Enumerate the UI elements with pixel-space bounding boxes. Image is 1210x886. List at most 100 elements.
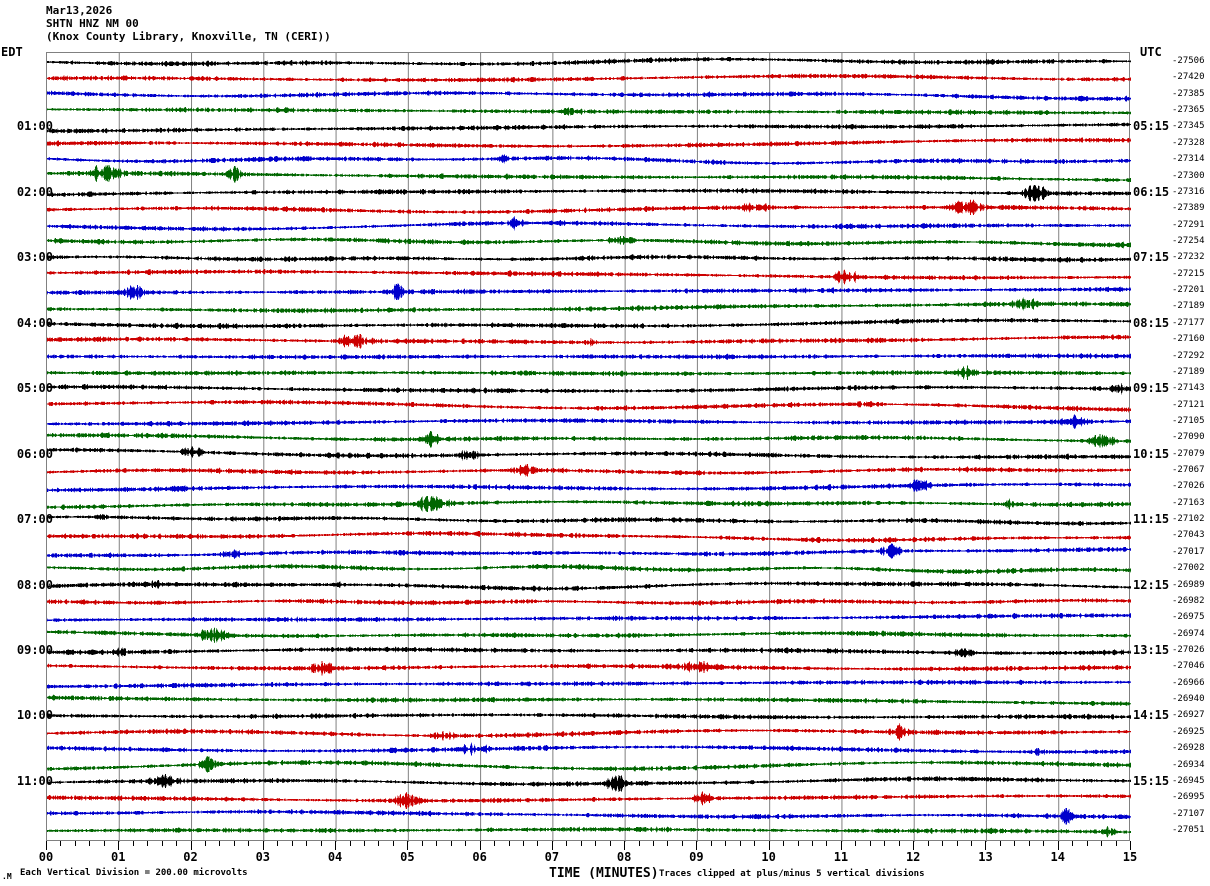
- right-time-label: 12:15: [1133, 577, 1170, 592]
- x-axis-tick-label: 08: [616, 850, 632, 864]
- x-axis-minor-tick: [161, 841, 163, 846]
- x-axis-minor-tick: [725, 841, 727, 846]
- trace-scale-value: -27300: [1172, 170, 1205, 181]
- trace-scale-value: -27232: [1172, 252, 1205, 263]
- x-axis-tick-label: 00: [38, 850, 54, 864]
- trace-scale-value: -27107: [1172, 808, 1205, 819]
- x-axis-minor-tick: [1043, 841, 1045, 846]
- x-axis-major-tick: [913, 841, 915, 850]
- x-axis-minor-tick: [450, 841, 452, 846]
- vertical-division-note: Each Vertical Division = 200.00 microvol…: [20, 868, 248, 878]
- right-time-label: 06:15: [1133, 184, 1170, 199]
- x-axis-minor-tick: [869, 841, 871, 846]
- trace-scale-value: -27143: [1172, 383, 1205, 394]
- left-time-label: 08:00: [16, 577, 53, 592]
- x-axis-major-tick: [1057, 841, 1059, 850]
- x-axis-minor-tick: [898, 841, 900, 846]
- trace-scale-value: -27002: [1172, 563, 1205, 574]
- x-axis-tick-label: 13: [978, 850, 993, 864]
- header-station-location: (Knox County Library, Knoxville, TN (CER…: [46, 30, 331, 43]
- x-axis-tick-label: 06: [472, 850, 487, 864]
- x-axis-minor-tick: [320, 841, 322, 846]
- left-timezone-label: EDT: [1, 45, 23, 59]
- x-axis-minor-tick: [1101, 841, 1103, 846]
- x-axis-minor-tick: [277, 841, 279, 846]
- x-axis-minor-tick: [219, 841, 221, 846]
- right-time-label: 14:15: [1133, 708, 1170, 723]
- trace-scale-value: -27177: [1172, 317, 1205, 328]
- x-axis-minor-tick: [739, 841, 741, 846]
- right-time-label: 05:15: [1133, 119, 1170, 134]
- x-axis-minor-tick: [132, 841, 134, 846]
- x-axis-major-tick: [551, 841, 553, 850]
- left-time-label: 07:00: [16, 512, 53, 527]
- x-axis-tick-label: 01: [111, 850, 126, 864]
- x-axis-minor-tick: [392, 841, 394, 846]
- x-axis-major-tick: [985, 841, 987, 850]
- x-axis-minor-tick: [465, 841, 467, 846]
- x-axis-title: TIME (MINUTES): [549, 866, 659, 881]
- x-axis-minor-tick: [1014, 841, 1016, 846]
- trace-scale-value: -27026: [1172, 645, 1205, 656]
- x-axis-minor-tick: [710, 841, 712, 846]
- trace-scale-value: -26995: [1172, 792, 1205, 803]
- x-axis-minor-tick: [638, 841, 640, 846]
- trace-scale-value: -27046: [1172, 661, 1205, 672]
- x-axis-major-tick: [46, 841, 47, 850]
- x-axis-minor-tick: [204, 841, 206, 846]
- x-axis-minor-tick: [421, 841, 423, 846]
- x-axis-major-tick: [768, 841, 770, 850]
- trace-scale-value: -27254: [1172, 235, 1205, 246]
- trace-scale-value: -27102: [1172, 514, 1205, 525]
- left-time-label: 05:00: [16, 381, 53, 396]
- trace-scale-value: -27291: [1172, 219, 1205, 230]
- x-axis-tick-label: 04: [327, 850, 343, 864]
- right-time-label: 10:15: [1133, 446, 1170, 461]
- corner-mark: .M: [2, 872, 12, 881]
- x-axis-tick-label: 11: [833, 850, 849, 864]
- trace-scale-value: -27328: [1172, 137, 1205, 148]
- left-time-label: 10:00: [16, 708, 53, 723]
- left-time-label: 03:00: [16, 250, 53, 265]
- x-axis-minor-tick: [537, 841, 539, 846]
- trace-scale-value: -27345: [1172, 121, 1205, 132]
- trace-scale-value: -27017: [1172, 546, 1205, 557]
- trace-scale-value: -27365: [1172, 105, 1205, 116]
- x-axis-minor-tick: [508, 841, 510, 846]
- x-axis-minor-tick: [306, 841, 308, 846]
- x-axis-tick-label: 07: [544, 850, 560, 864]
- x-axis-minor-tick: [1115, 841, 1117, 846]
- right-time-label: 11:15: [1133, 512, 1170, 527]
- x-axis-minor-tick: [971, 841, 972, 846]
- x-axis-major-tick: [696, 841, 698, 850]
- x-axis-major-tick: [840, 841, 842, 850]
- left-time-label: 09:00: [16, 643, 53, 658]
- trace-scale-value: -26975: [1172, 612, 1205, 623]
- trace-scale-value: -27043: [1172, 530, 1205, 541]
- x-axis-major-tick: [624, 841, 626, 850]
- x-axis-minor-tick: [812, 841, 814, 846]
- left-time-label: 02:00: [16, 184, 53, 199]
- x-axis-minor-tick: [1072, 841, 1074, 846]
- x-axis-minor-tick: [956, 841, 958, 846]
- trace-scale-value: -26928: [1172, 743, 1205, 754]
- trace-scale-value: -27121: [1172, 399, 1205, 410]
- trace-scale-value: -27420: [1172, 72, 1205, 83]
- x-axis-minor-tick: [884, 841, 886, 846]
- trace-scale-value: -27215: [1172, 268, 1205, 279]
- x-axis-minor-tick: [291, 841, 293, 846]
- x-axis-major-tick: [118, 841, 120, 850]
- x-axis-tick-label: 14: [1050, 850, 1065, 864]
- trace-scale-value: -27385: [1172, 88, 1205, 99]
- x-axis-tick-label: 12: [905, 850, 921, 864]
- trace-scale-value: -27051: [1172, 825, 1205, 835]
- x-axis-minor-tick: [580, 841, 582, 846]
- right-time-label: 13:15: [1133, 643, 1170, 658]
- left-time-label: 04:00: [16, 315, 53, 330]
- x-axis-minor-tick: [378, 841, 380, 846]
- x-axis: 00 01 02 03 04 05 06 07 08 09 10 11 12 13 14 15: [39, 841, 1137, 864]
- x-axis-minor-tick: [60, 841, 62, 846]
- x-axis-tick-label: 10: [761, 850, 776, 864]
- seismogram-plot-area: [46, 52, 1131, 842]
